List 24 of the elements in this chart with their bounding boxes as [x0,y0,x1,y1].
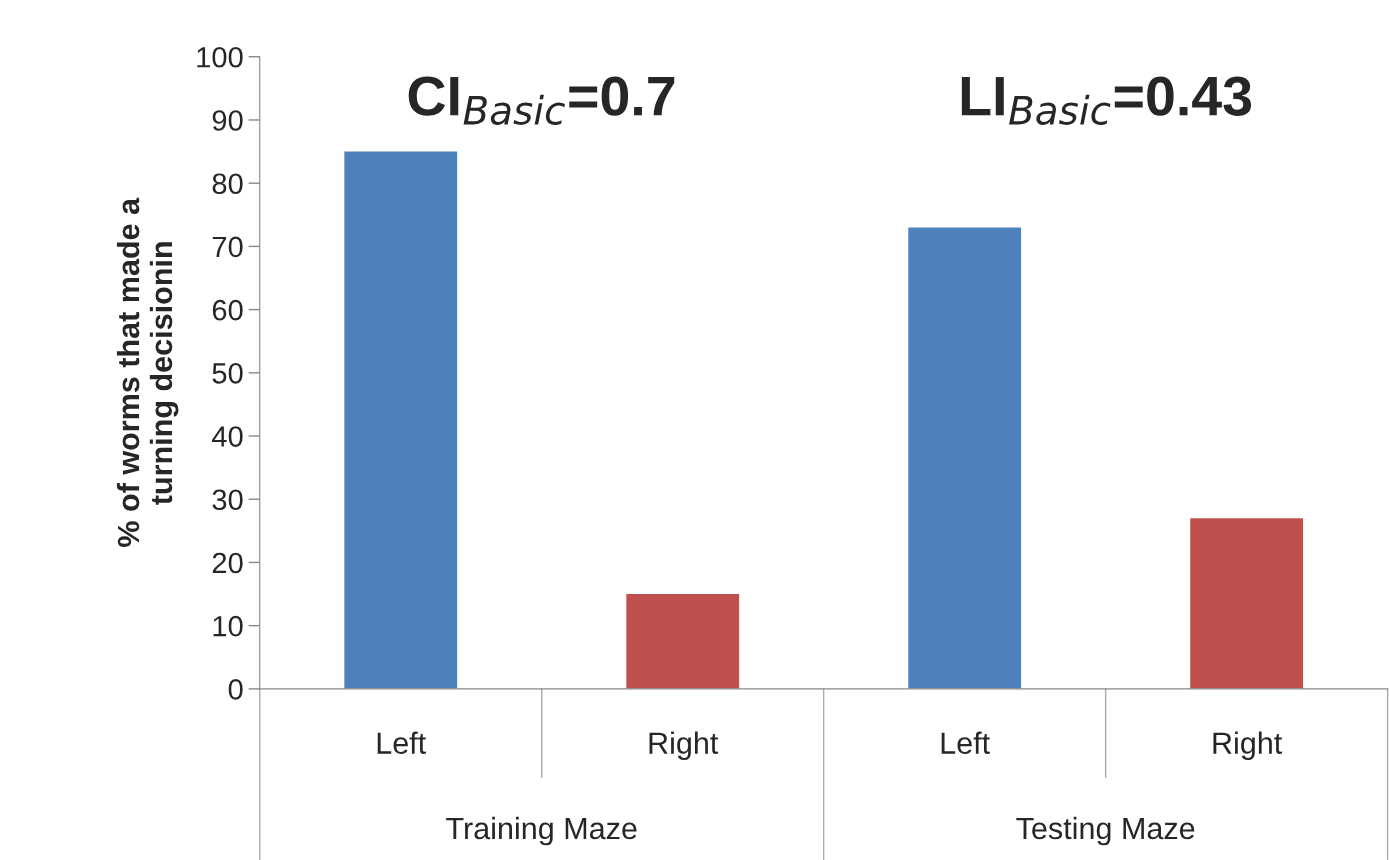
x-tick-label: Left [377,731,426,754]
y-tick-label: 60 [212,299,243,321]
x-tick-label: Left [941,731,990,754]
text: Training Maze [446,816,637,846]
bar [1190,518,1304,689]
y-tick-label: 50 [212,363,243,384]
annotation: LI$_{Basic}$=0.43 [961,76,1252,125]
y-tick-label: 90 [212,110,243,131]
x-tick-label: Right [649,731,719,760]
y-tick-label: 80 [212,173,243,195]
y-tick-label: 100 [197,46,243,68]
bar [908,227,1022,689]
x-tick-label: Right [1213,731,1283,760]
y-tick-label: 40 [212,426,243,447]
bar [344,151,458,689]
y-tick-label: 10 [213,615,243,637]
y-tick-label: 0 [228,679,243,700]
y-tick-label: 20 [212,552,243,574]
annotation: CI$_{Basic}$=0.7 [408,76,675,125]
bar [626,594,740,689]
text: Testing Maze [1016,816,1195,846]
y-axis-title: % of worms that made a turning decisionin [116,197,179,547]
y-tick-label: 30 [212,489,243,511]
y-tick-label: 70 [212,236,243,258]
